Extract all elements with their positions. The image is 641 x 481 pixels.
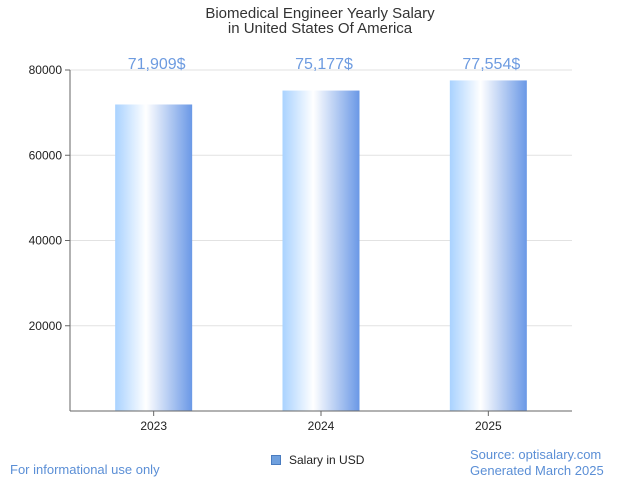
x-tick-label: 2023 — [140, 419, 167, 433]
legend-swatch — [271, 455, 281, 465]
data-labels: 71,909$ 75,177$ 77,554$ — [128, 56, 521, 73]
y-tick-label: 80000 — [29, 63, 63, 77]
bar-2025 — [449, 80, 527, 411]
y-axis-ticks: 20000 40000 60000 80000 — [29, 63, 70, 333]
disclaimer-text: For informational use only — [10, 462, 160, 477]
x-tick-label: 2024 — [308, 419, 335, 433]
bars — [115, 80, 527, 411]
legend: Salary in USD — [271, 453, 364, 467]
data-label-2025: 77,554$ — [462, 56, 520, 73]
chart-title-line-2: in United States Of America — [228, 20, 413, 37]
generated-text: Generated March 2025 — [470, 463, 604, 478]
y-tick-label: 60000 — [29, 148, 63, 162]
source-block: Source: optisalary.com Generated March 2… — [470, 447, 604, 479]
legend-label: Salary in USD — [289, 453, 365, 467]
y-tick-label: 20000 — [29, 319, 63, 333]
data-label-2024: 75,177$ — [295, 56, 353, 73]
bar-2024 — [282, 90, 360, 411]
x-axis-ticks: 2023 2024 2025 — [140, 411, 502, 433]
bar-2023 — [115, 104, 193, 411]
y-tick-label: 40000 — [29, 234, 63, 248]
source-text: Source: optisalary.com — [470, 447, 602, 462]
x-tick-label: 2025 — [475, 419, 502, 433]
data-label-2023: 71,909$ — [128, 56, 186, 73]
chart-title-line-1: Biomedical Engineer Yearly Salary — [205, 5, 435, 22]
